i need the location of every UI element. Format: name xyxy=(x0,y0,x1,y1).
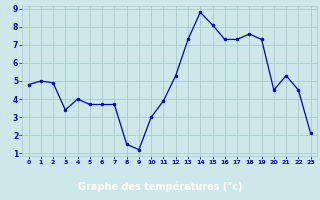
Text: Graphe des températures (°c): Graphe des températures (°c) xyxy=(78,182,242,192)
